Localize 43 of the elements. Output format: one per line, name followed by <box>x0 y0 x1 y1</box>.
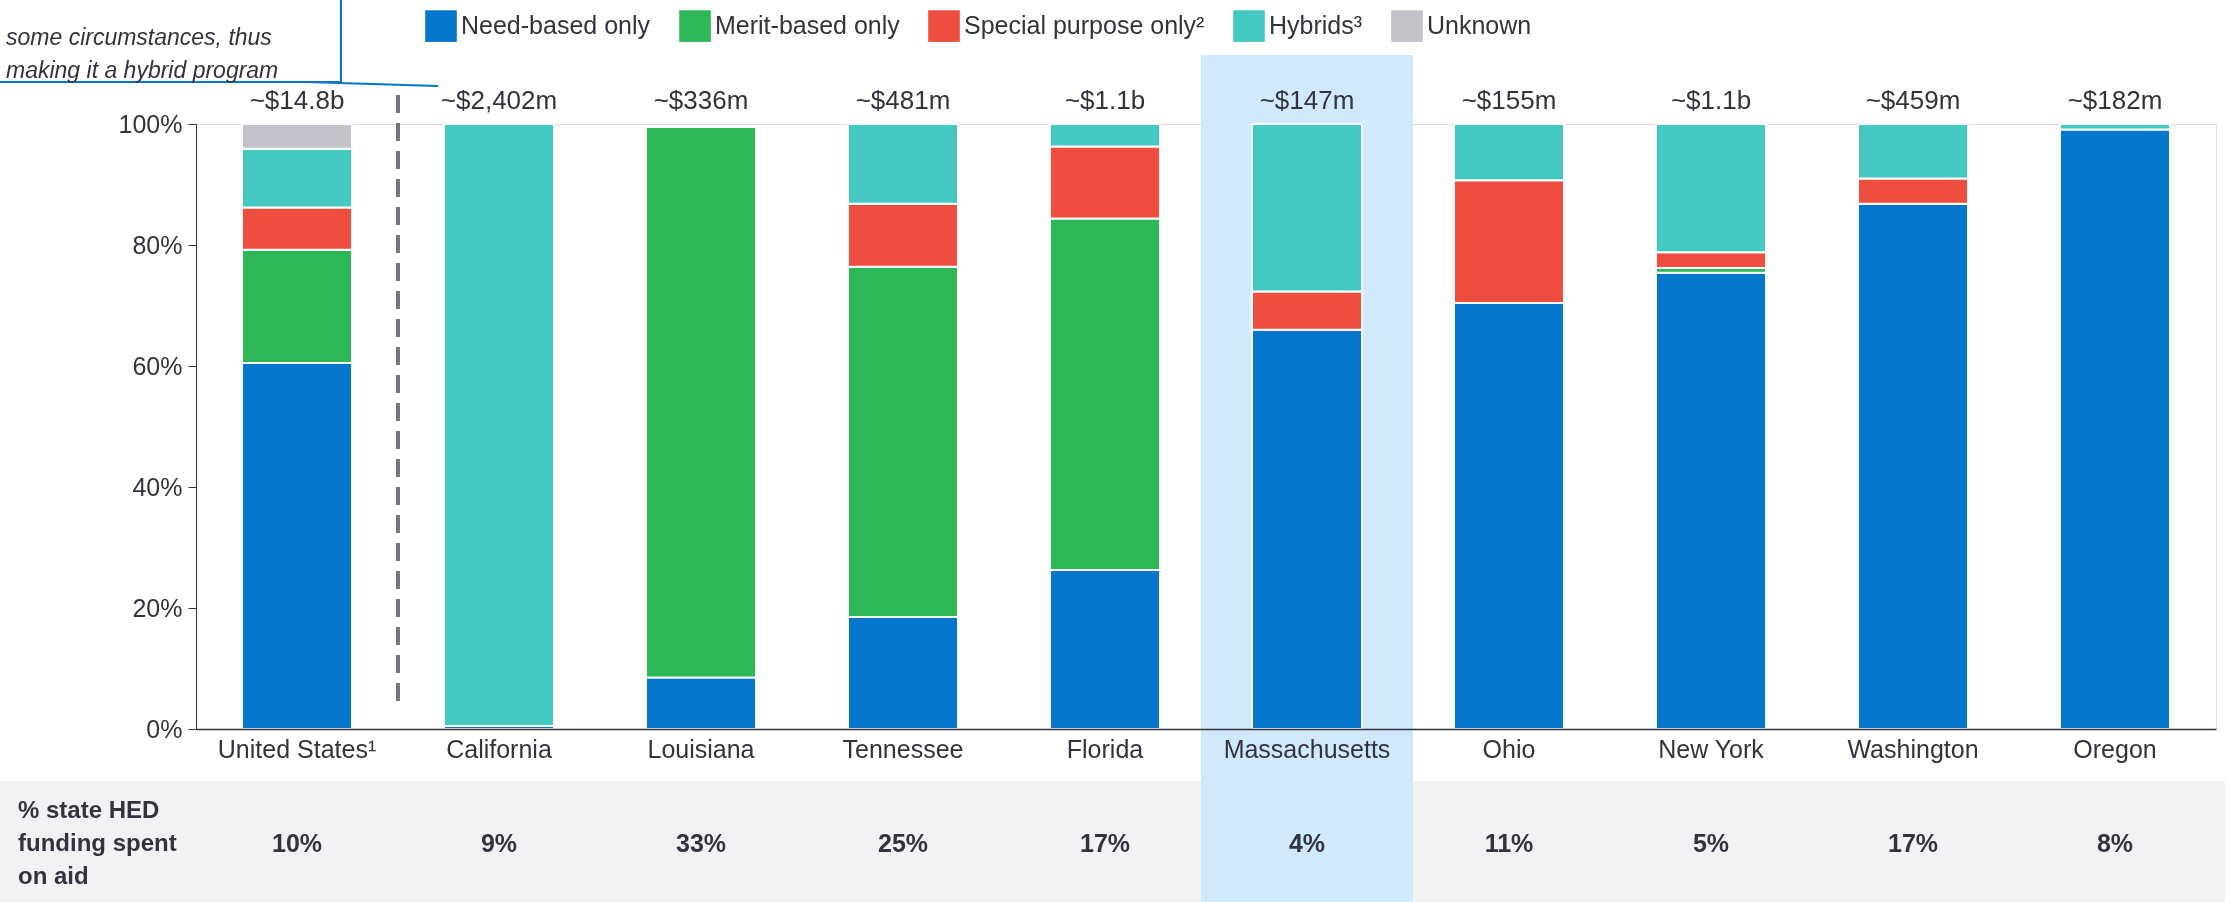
y-tick-label: 100% <box>118 109 183 138</box>
text: some circumstances, thus making it a hybrid program <box>6 24 279 83</box>
legend-label: Unknown <box>1427 11 1532 40</box>
x-tick-label: Washington <box>1847 734 1979 763</box>
text: 17% <box>1079 829 1131 857</box>
x-tick-label: California <box>446 734 552 763</box>
y-tick-label: 20% <box>132 593 183 622</box>
y-tick-label: 60% <box>132 351 183 380</box>
text: ~$336m <box>653 85 749 115</box>
text: ~$182m <box>2067 85 2163 115</box>
text: 8% <box>2096 829 2134 857</box>
text: 33% <box>675 829 727 857</box>
x-tick-label: Tennessee <box>842 734 964 763</box>
text: 17% <box>1887 829 1939 857</box>
text: ~$481m <box>855 85 951 115</box>
text: 25% <box>877 829 929 857</box>
text: 9% <box>480 829 518 857</box>
text: % state HED funding spent on aid <box>18 796 177 889</box>
x-tick-label: Ohio <box>1482 734 1536 763</box>
x-tick-label: United States¹ <box>217 734 377 763</box>
legend-label: Hybrids³ <box>1269 11 1363 40</box>
text: ~$1.1b <box>1670 85 1752 115</box>
x-tick-label: Louisiana <box>647 734 755 763</box>
legend-label: Need-based only <box>461 11 651 40</box>
y-tick-label: 80% <box>132 230 183 259</box>
text: 4% <box>1288 829 1326 857</box>
x-tick-label: Massachusetts <box>1223 734 1391 763</box>
y-tick-label: 0% <box>146 714 183 743</box>
x-tick-label: New York <box>1658 734 1765 763</box>
text: ~$459m <box>1865 85 1961 115</box>
x-tick-label: Florida <box>1066 734 1144 763</box>
legend-label: Special purpose only² <box>964 11 1205 40</box>
text: ~$14.8b <box>249 85 345 115</box>
text: ~$2,402m <box>440 85 558 115</box>
legend-label: Merit-based only <box>715 11 901 40</box>
x-tick-label: Oregon <box>2073 734 2157 763</box>
text: 5% <box>1692 829 1730 857</box>
text: 10% <box>271 829 323 857</box>
text: ~$147m <box>1259 85 1355 115</box>
text: ~$1.1b <box>1064 85 1146 115</box>
text: ~$155m <box>1461 85 1557 115</box>
y-tick-label: 40% <box>132 472 183 501</box>
text: 11% <box>1484 829 1534 857</box>
